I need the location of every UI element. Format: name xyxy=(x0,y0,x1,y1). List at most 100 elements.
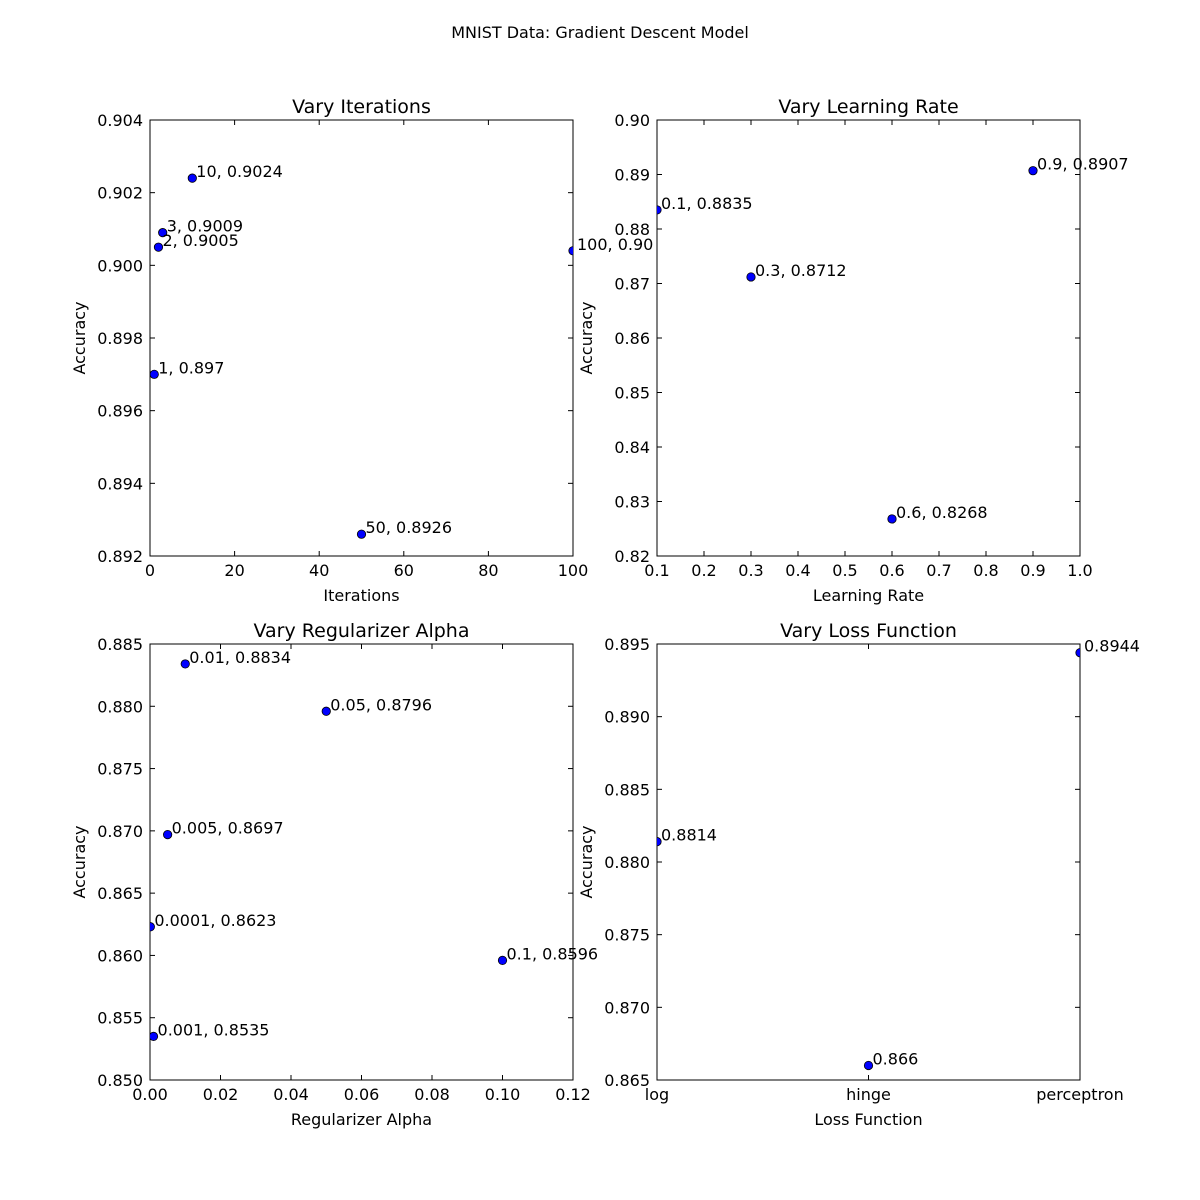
data-label: 0.05, 0.8796 xyxy=(330,695,432,714)
y-tick-label: 0.894 xyxy=(97,474,143,493)
y-tick-label: 0.880 xyxy=(604,853,650,872)
y-tick-label: 0.865 xyxy=(604,1071,650,1090)
x-tick-label: 0.2 xyxy=(691,561,716,580)
y-tick-label: 0.87 xyxy=(614,275,650,294)
data-point xyxy=(568,246,573,256)
data-point xyxy=(356,529,367,539)
data-label: 100, 0.90 xyxy=(577,235,653,254)
data-label: 0.1, 0.8596 xyxy=(507,944,599,963)
x-tick-label: 60 xyxy=(394,561,414,580)
y-tick-label: 0.850 xyxy=(97,1071,143,1090)
figure-title: MNIST Data: Gradient Descent Model xyxy=(451,23,749,42)
y-tick-label: 0.86 xyxy=(614,329,650,348)
x-tick-label: 0.7 xyxy=(926,561,951,580)
y-tick-label: 0.83 xyxy=(614,493,650,512)
y-tick-label: 0.892 xyxy=(97,547,143,566)
y-tick-label: 0.896 xyxy=(97,402,143,421)
data-label: 0.01, 0.8834 xyxy=(189,648,291,667)
axes-frame xyxy=(656,119,1081,557)
y-tick-label: 0.902 xyxy=(97,184,143,203)
data-point xyxy=(180,659,190,669)
data-points xyxy=(657,648,1080,1071)
x-tick-label: 0.8 xyxy=(973,561,998,580)
x-tick-label: 0.4 xyxy=(785,561,810,580)
y-axis-label: Accuracy xyxy=(70,301,89,374)
x-tick-label: 1.0 xyxy=(1067,561,1092,580)
x-axis-label: Learning Rate xyxy=(813,586,924,605)
data-label: 0.8814 xyxy=(661,826,717,845)
data-label: 0.1, 0.8835 xyxy=(661,194,753,213)
x-tick-label: 0.06 xyxy=(344,1085,380,1104)
data-label: 0.001, 0.8535 xyxy=(158,1020,270,1039)
data-label: 0.005, 0.8697 xyxy=(172,819,284,838)
data-label: 2, 0.9005 xyxy=(162,231,238,250)
y-tick-label: 0.870 xyxy=(97,822,143,841)
x-tick-label: 0.6 xyxy=(879,561,904,580)
x-tick-label: 80 xyxy=(478,561,498,580)
y-tick-label: 0.898 xyxy=(97,329,143,348)
y-tick-label: 0.865 xyxy=(97,884,143,903)
data-points xyxy=(657,166,1038,524)
data-point xyxy=(321,706,331,716)
y-axis-label: Accuracy xyxy=(577,825,596,898)
data-point xyxy=(497,955,508,966)
y-tick-label: 0.90 xyxy=(614,111,650,130)
data-label: 3, 0.9009 xyxy=(167,217,243,236)
y-tick-label: 0.870 xyxy=(604,998,650,1017)
x-axis-label: Regularizer Alpha xyxy=(291,1110,432,1129)
y-tick-label: 0.880 xyxy=(97,697,143,716)
x-tick-label: 0 xyxy=(145,561,155,580)
subplot-1: Vary Iterations Iterations Accuracy 0 20 40 60… xyxy=(70,96,653,605)
x-tick-label: 40 xyxy=(309,561,329,580)
x-tick-label: 20 xyxy=(224,561,244,580)
data-label: 0.866 xyxy=(873,1049,919,1068)
y-tick-label: 0.85 xyxy=(614,384,650,403)
x-tick-label: 0.1 xyxy=(644,561,669,580)
x-tick-label: log xyxy=(645,1085,669,1104)
x-tick-label: 0.10 xyxy=(485,1085,521,1104)
data-points xyxy=(150,173,573,539)
data-label: 50, 0.8926 xyxy=(366,518,453,537)
y-tick-label: 0.885 xyxy=(97,635,143,654)
x-tick-label: 0.08 xyxy=(414,1085,450,1104)
x-tick-label: 0.02 xyxy=(203,1085,239,1104)
subplot-3: Vary Regularizer Alpha Regularizer Alpha A… xyxy=(70,620,598,1129)
y-axis-label: Accuracy xyxy=(577,301,596,374)
y-tick-label: 0.860 xyxy=(97,946,143,965)
x-tick-label: 0.3 xyxy=(738,561,763,580)
x-tick-label: 0.04 xyxy=(273,1085,309,1104)
data-point xyxy=(150,369,159,379)
x-axis-label: Iterations xyxy=(323,586,399,605)
data-point xyxy=(746,272,756,282)
subplot-title: Vary Iterations xyxy=(292,96,431,118)
data-label: 0.9, 0.8907 xyxy=(1037,155,1129,174)
data-label: 10, 0.9024 xyxy=(196,162,283,181)
x-tick-label: hinge xyxy=(846,1085,891,1104)
y-tick-label: 0.875 xyxy=(97,760,143,779)
y-axis-label: Accuracy xyxy=(70,825,89,898)
y-tick-label: 0.900 xyxy=(97,256,143,275)
subplot-title: Vary Loss Function xyxy=(780,620,957,642)
y-tick-label: 0.84 xyxy=(614,438,650,457)
y-tick-label: 0.904 xyxy=(97,111,143,130)
data-point xyxy=(150,1031,159,1041)
data-point xyxy=(1028,166,1038,176)
data-point xyxy=(657,837,662,847)
data-points xyxy=(150,659,508,1041)
x-axis-label: Loss Function xyxy=(814,1110,922,1129)
y-tick-label: 0.895 xyxy=(604,635,650,654)
data-point xyxy=(887,514,897,524)
data-point xyxy=(153,242,164,252)
x-tick-label: 0.12 xyxy=(555,1085,591,1104)
x-tick-label: 0.00 xyxy=(132,1085,168,1104)
subplot-title: Vary Regularizer Alpha xyxy=(254,620,470,642)
data-label: 1, 0.897 xyxy=(158,358,224,377)
y-tick-label: 0.855 xyxy=(97,1009,143,1028)
x-tick-label: 0.9 xyxy=(1020,561,1045,580)
y-tick-label: 0.82 xyxy=(614,547,650,566)
y-tick-label: 0.885 xyxy=(604,780,650,799)
y-tick-label: 0.890 xyxy=(604,708,650,727)
data-label: 0.3, 0.8712 xyxy=(755,261,847,280)
data-label: 0.6, 0.8268 xyxy=(896,503,988,522)
